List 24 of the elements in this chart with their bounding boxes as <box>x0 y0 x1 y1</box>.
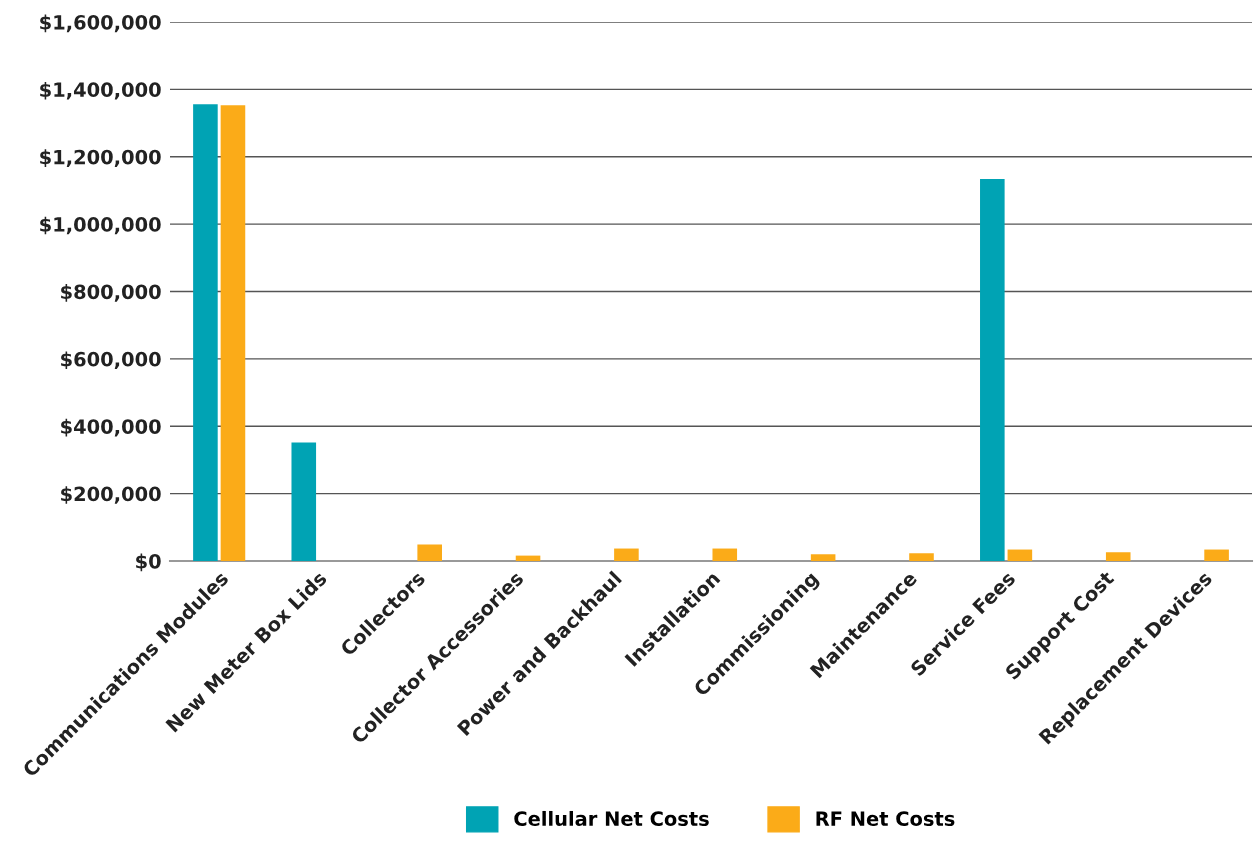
y-tick-label: $0 <box>136 553 161 572</box>
bar <box>1007 549 1033 561</box>
bar <box>909 553 934 561</box>
y-tick-label: $800,000 <box>61 284 161 302</box>
y-tick-label: $1,600,000 <box>40 14 161 33</box>
bar <box>712 548 738 561</box>
y-tick-label: $1,200,000 <box>40 149 161 167</box>
bar <box>1105 552 1131 561</box>
y-tick-label: $400,000 <box>61 418 161 437</box>
y-tick-label: $200,000 <box>61 486 161 504</box>
y-tick-label: $1,000,000 <box>40 216 161 235</box>
bar <box>614 548 639 561</box>
bar <box>291 442 317 561</box>
bar <box>220 105 246 561</box>
y-tick-label: $600,000 <box>61 351 161 370</box>
legend-label: Cellular Net Costs <box>514 810 709 827</box>
legend-label: RF Net Costs <box>816 811 955 827</box>
bar <box>980 178 1005 561</box>
bar <box>1204 549 1229 561</box>
y-tick-label: $1,400,000 <box>40 81 161 100</box>
bar <box>810 554 836 561</box>
bar <box>515 555 541 561</box>
bar <box>193 104 218 561</box>
bar <box>417 544 442 561</box>
